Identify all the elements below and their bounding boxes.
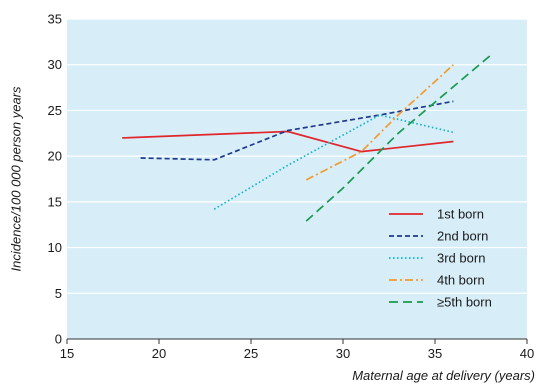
y-axis-title: Incidence/100 000 person years — [8, 86, 23, 272]
legend-label-4: 4th born — [437, 273, 485, 288]
y-tick-label-5: 5 — [55, 286, 62, 301]
x-tick-label-30: 30 — [336, 346, 350, 361]
x-axis-title: Maternal age at delivery (years) — [352, 368, 535, 383]
y-tick-label-35: 35 — [48, 12, 62, 27]
y-tick-label-0: 0 — [55, 332, 62, 347]
x-tick-label-35: 35 — [428, 346, 442, 361]
y-tick-label-25: 25 — [48, 103, 62, 118]
series-line-1 — [122, 130, 454, 153]
y-tick-label-30: 30 — [48, 57, 62, 72]
legend-label-1: 1st born — [437, 207, 484, 222]
gridlines — [67, 18, 527, 294]
x-tick-label-20: 20 — [152, 346, 166, 361]
series-line-4 — [305, 64, 454, 181]
y-tick-label-15: 15 — [48, 194, 62, 209]
x-tick-label-40: 40 — [520, 346, 534, 361]
x-tick-label-15: 15 — [60, 346, 74, 361]
plot-background — [67, 19, 527, 339]
y-tick-label-10: 10 — [48, 240, 62, 255]
legend-label-2: 2nd born — [437, 229, 488, 244]
series-lines — [122, 54, 491, 222]
legend: 1st born 2nd born 3rd born 4th born ≥5th bor… — [389, 207, 492, 310]
legend-label-3: 3rd born — [437, 251, 485, 266]
legend-label-5: ≥5th born — [437, 295, 492, 310]
y-tick-label-20: 20 — [48, 149, 62, 164]
series-line-3 — [213, 114, 454, 210]
x-tick-label-25: 25 — [244, 346, 258, 361]
series-line-2 — [140, 100, 454, 161]
series-line-5 — [305, 54, 491, 222]
axes: 15 20 25 30 35 40 0 5 10 15 20 25 30 35 — [48, 12, 535, 362]
